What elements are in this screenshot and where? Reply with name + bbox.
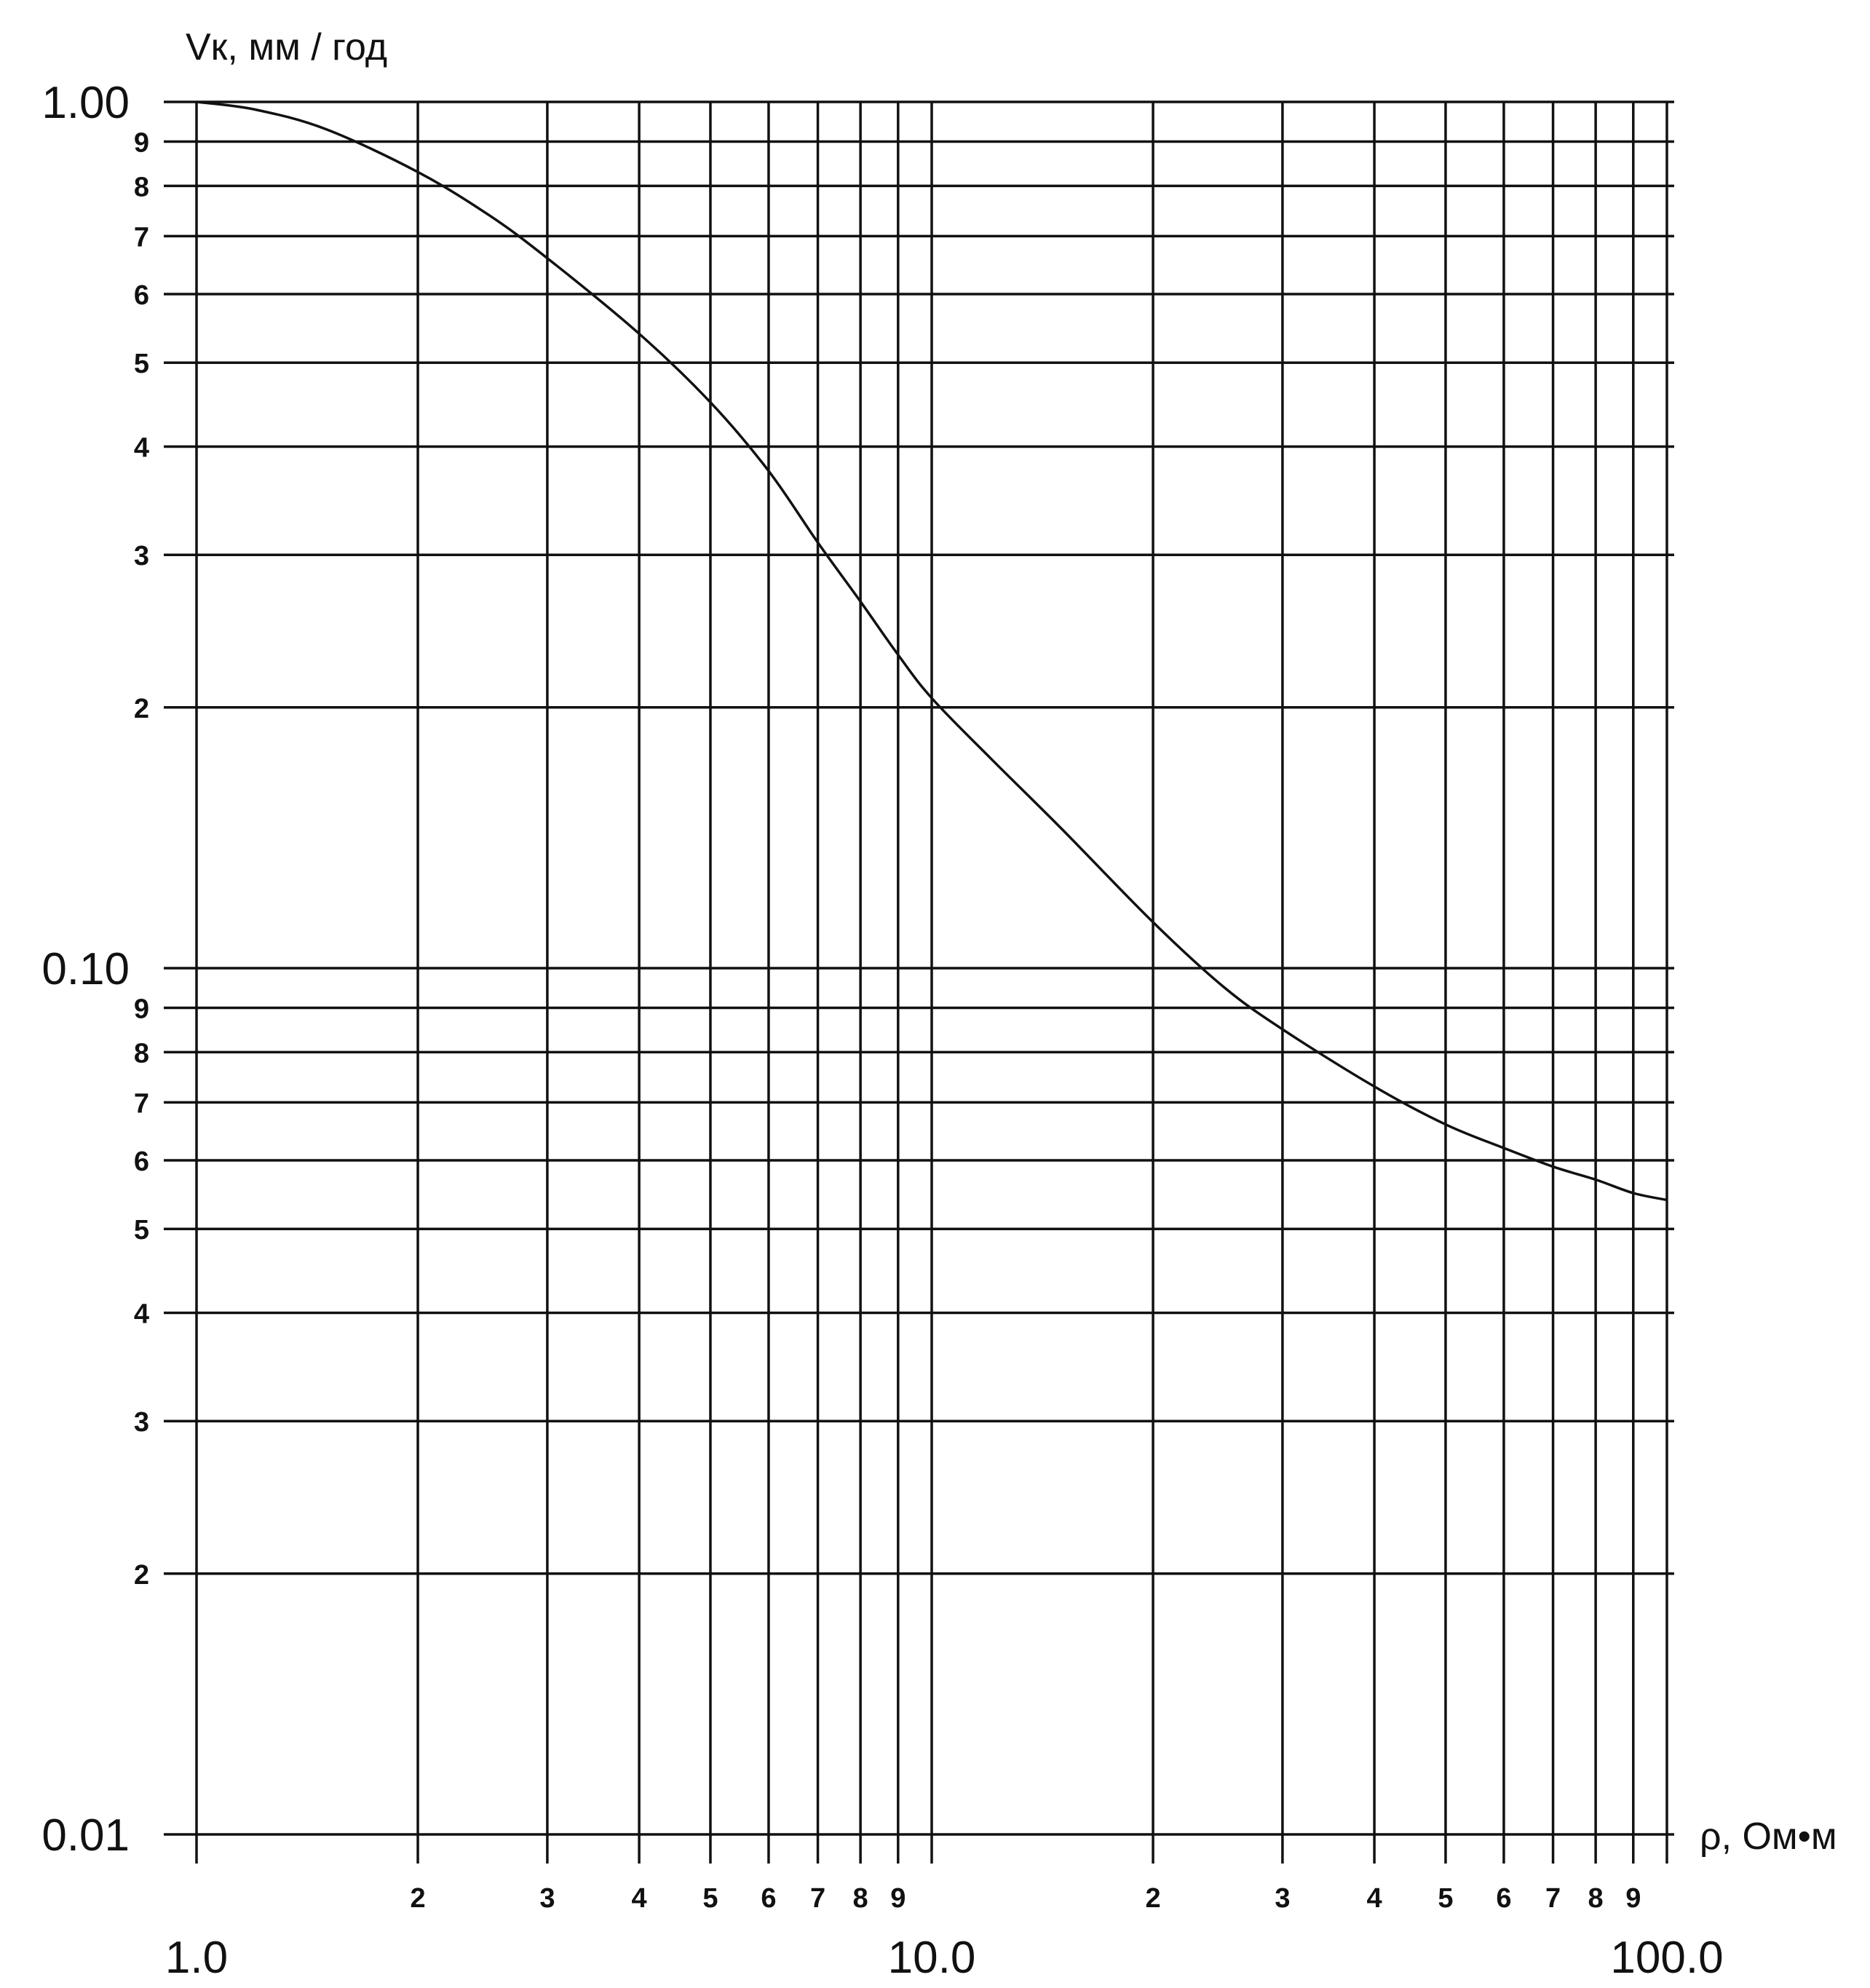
- y-minor-label: 8: [134, 172, 149, 202]
- y-minor-label: 4: [134, 433, 149, 464]
- y-minor-label: 7: [134, 1088, 149, 1119]
- x-major-label: 1.0: [165, 1933, 228, 1983]
- x-minor-label: 6: [1496, 1883, 1511, 1914]
- y-minor-label: 6: [134, 280, 149, 311]
- x-minor-label: 3: [1275, 1883, 1290, 1914]
- x-minor-label: 2: [1145, 1883, 1160, 1914]
- x-major-label: 10.0: [888, 1933, 976, 1983]
- y-major-label: 0.10: [41, 944, 130, 994]
- x-minor-label: 8: [853, 1883, 868, 1914]
- y-tick-labels: 1.00 0.10 0.01 9 8 7 6 5 4 3 2 9 8 7 6 5 4 3 2: [41, 78, 149, 1861]
- x-minor-label: 7: [1545, 1883, 1561, 1914]
- y-minor-label: 5: [134, 349, 149, 379]
- y-minor-label: 5: [134, 1215, 149, 1246]
- x-minor-label: 2: [410, 1883, 425, 1914]
- x-minor-label: 4: [632, 1883, 647, 1914]
- x-minor-label: 4: [1367, 1883, 1382, 1914]
- series-line: [196, 100, 1668, 1202]
- y-minor-label: 7: [134, 222, 149, 253]
- y-minor-label: 3: [134, 541, 149, 571]
- x-minor-label: 5: [1438, 1883, 1453, 1914]
- y-minor-label: 2: [134, 1560, 149, 1591]
- x-minor-label: 6: [761, 1883, 776, 1914]
- y-minor-label: 3: [134, 1407, 149, 1438]
- x-minor-label: 3: [539, 1883, 555, 1914]
- y-minor-label: 2: [134, 694, 149, 724]
- y-minor-label: 9: [134, 127, 149, 158]
- x-minor-label: 8: [1588, 1883, 1604, 1914]
- x-tick-labels: 1.0 10.0 100.02 3 4 5 6 7 8 9 2 3 4 5 6 7 8 9: [165, 1883, 1724, 1983]
- x-minor-label: 7: [810, 1883, 825, 1914]
- x-minor-label: 9: [890, 1883, 906, 1914]
- y-major-label: 0.01: [41, 1810, 130, 1861]
- x-minor-label: 9: [1625, 1883, 1641, 1914]
- x-minor-label: 5: [702, 1883, 718, 1914]
- y-minor-label: 6: [134, 1147, 149, 1177]
- y-minor-label: 9: [134, 994, 149, 1024]
- vertical-grid: [195, 102, 1668, 1864]
- x-major-label: 100.0: [1610, 1933, 1723, 1983]
- horizontal-grid: [164, 100, 1674, 1836]
- y-axis-title: Vк, мм / год: [186, 26, 387, 68]
- y-minor-label: 4: [134, 1299, 149, 1330]
- x-axis-title: ρ, Ом•м: [1700, 1815, 1837, 1858]
- y-major-label: 1.00: [41, 78, 130, 128]
- y-minor-label: 8: [134, 1038, 149, 1069]
